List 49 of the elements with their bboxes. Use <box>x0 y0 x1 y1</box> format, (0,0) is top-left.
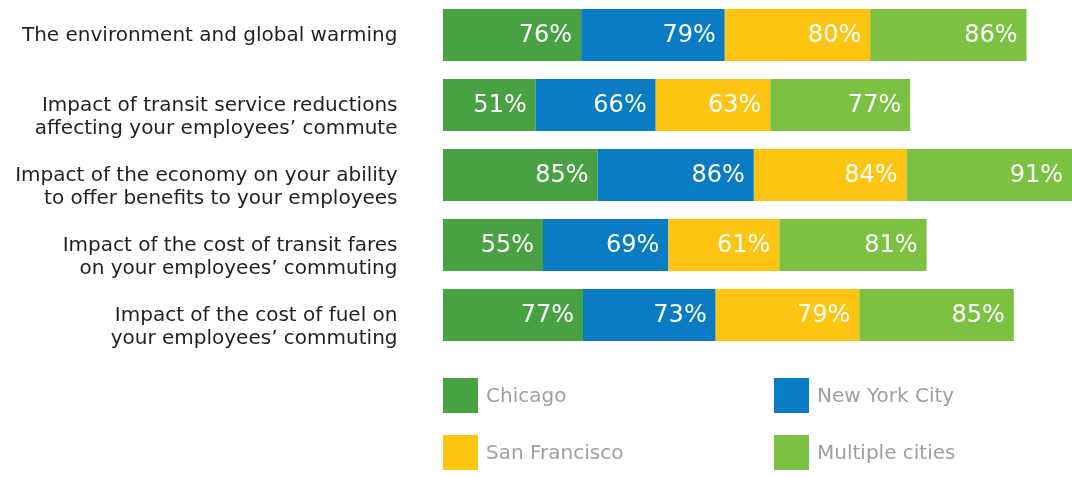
bar <box>779 219 927 271</box>
bar <box>655 79 771 131</box>
bar <box>443 219 543 271</box>
legend-label: New York City <box>817 382 955 407</box>
data-label: 77% <box>847 90 902 118</box>
bar <box>535 79 656 131</box>
bar <box>724 9 871 61</box>
bar <box>443 79 536 131</box>
data-label: 80% <box>807 20 862 48</box>
bar <box>870 9 1027 61</box>
bar <box>753 149 907 201</box>
bar <box>906 149 1072 201</box>
data-label: 79% <box>796 300 851 328</box>
bar <box>582 289 716 341</box>
bar <box>668 219 780 271</box>
bar <box>581 9 725 61</box>
y-tick-label: Impact of the economy on your ability to offer benefits to your employees <box>15 162 398 209</box>
data-label: 91% <box>1009 160 1063 188</box>
data-label: 61% <box>716 230 771 258</box>
data-label: 81% <box>864 230 918 258</box>
data-label: 76% <box>518 20 573 48</box>
bar <box>859 289 1014 341</box>
legend-label: Chicago <box>486 382 567 407</box>
data-label: 86% <box>691 160 745 188</box>
y-tick-label: The environment and global warming <box>20 22 398 46</box>
data-label: 84% <box>844 160 898 188</box>
data-label: 86% <box>964 20 1018 48</box>
data-label: 69% <box>606 230 660 258</box>
bar <box>443 149 598 201</box>
y-tick-label: Impact of the cost of transit fares on your employees’ commuting <box>62 232 398 279</box>
legend-label: San Francisco <box>486 439 624 464</box>
bar <box>542 219 669 271</box>
data-label: 79% <box>662 20 716 48</box>
bar <box>715 289 860 341</box>
data-label: 66% <box>593 90 647 118</box>
bar <box>443 289 583 341</box>
y-tick-label: Impact of the cost of fuel on your employees’ commuting <box>110 302 398 349</box>
bar <box>597 149 754 201</box>
data-label: 55% <box>480 230 534 258</box>
bar <box>443 9 582 61</box>
y-tick-label: Impact of transit service reductions affecting your employees’ commute <box>34 92 398 139</box>
data-label: 63% <box>707 90 762 118</box>
legend-label: Multiple cities <box>817 439 956 464</box>
data-label: 73% <box>653 300 707 328</box>
bar <box>770 79 911 131</box>
data-label: 85% <box>535 160 589 188</box>
data-label: 85% <box>951 300 1005 328</box>
data-label: 51% <box>473 90 527 118</box>
data-label: 77% <box>520 300 574 328</box>
